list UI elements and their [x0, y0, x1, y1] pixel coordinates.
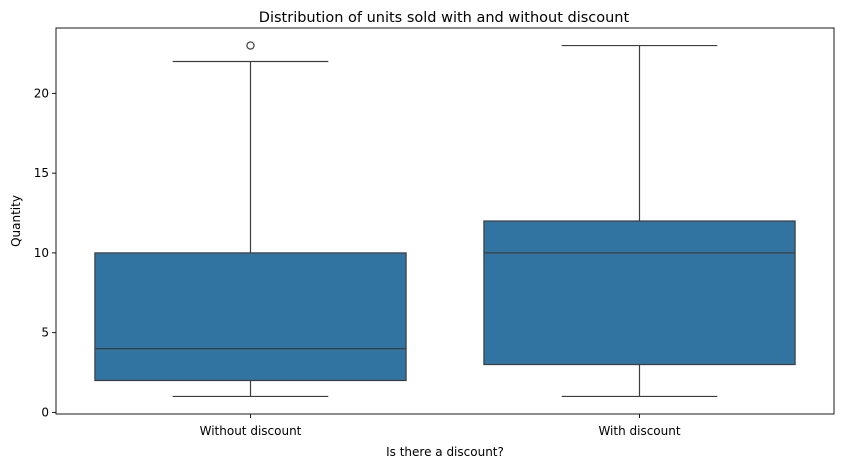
box-group — [483, 44, 796, 398]
y-tick-label: 15 — [34, 166, 49, 180]
x-tick-label: With discount — [598, 424, 680, 438]
y-tick-label: 20 — [34, 86, 49, 100]
x-axis-label: Is there a discount? — [386, 445, 504, 459]
box-iqr — [483, 220, 796, 366]
y-tick-label: 5 — [41, 326, 49, 340]
box-iqr — [94, 252, 407, 382]
plot-frame — [55, 27, 835, 415]
chart-title: Distribution of units sold with and with… — [259, 10, 630, 26]
x-tick-label: Without discount — [200, 424, 302, 438]
y-tick-label: 0 — [41, 405, 49, 419]
y-axis-label: Quantity — [9, 195, 23, 247]
y-tick-label: 10 — [34, 246, 49, 260]
outlier-point — [246, 41, 255, 50]
box-group — [94, 41, 407, 398]
plot-area — [94, 41, 796, 398]
